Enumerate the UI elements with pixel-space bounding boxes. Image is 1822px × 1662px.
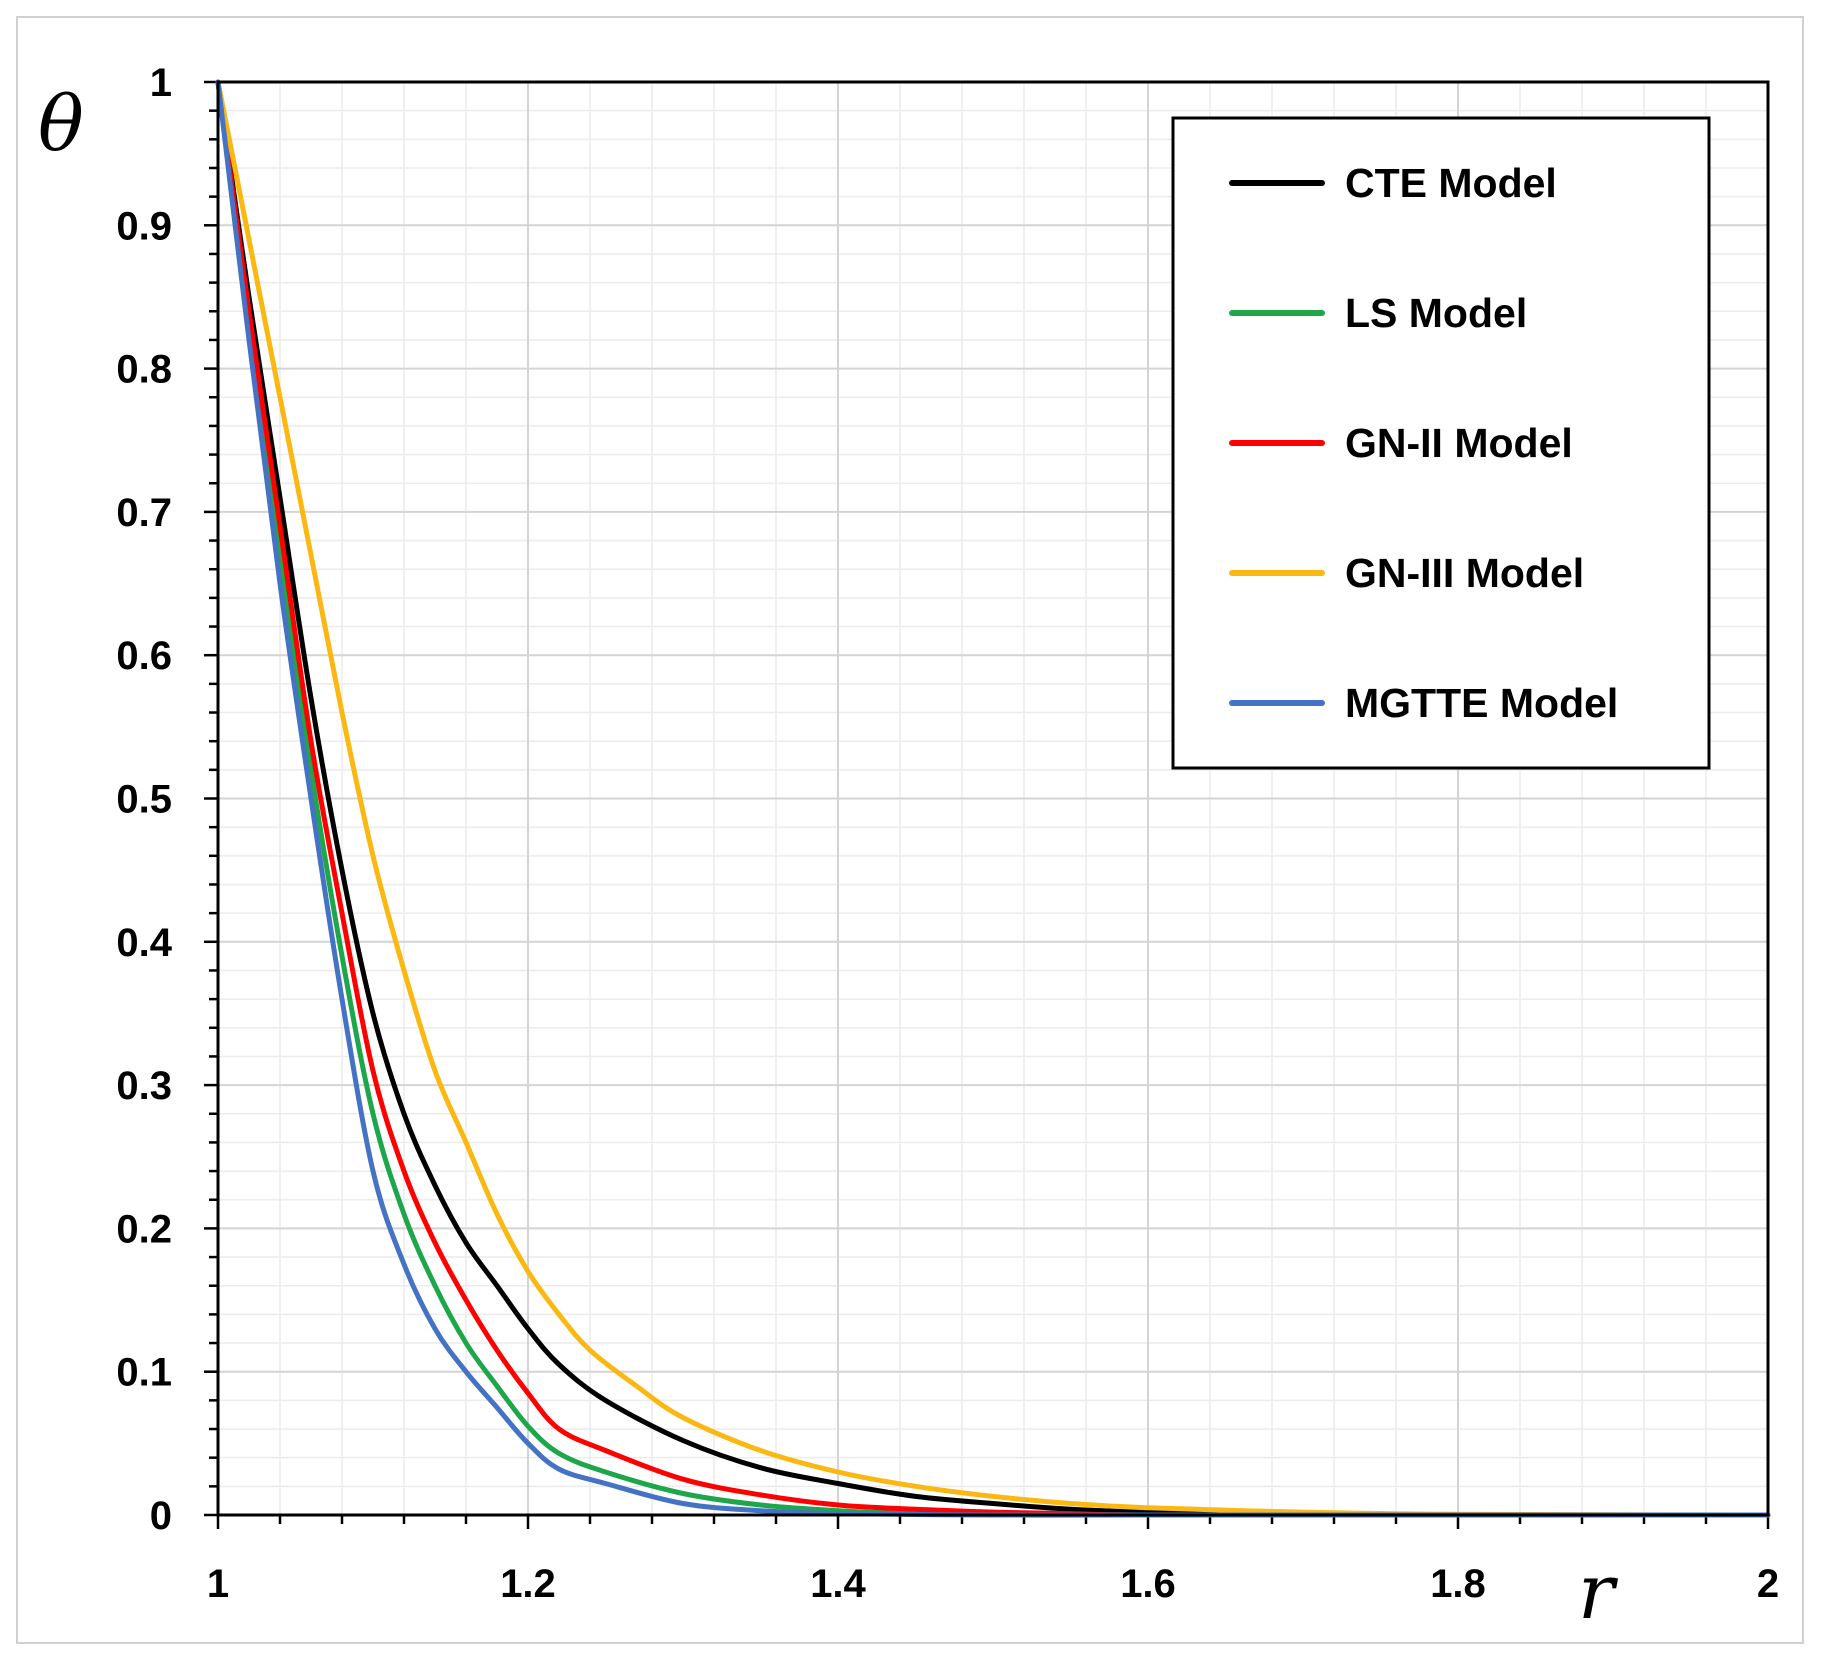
y-tick-label: 0 bbox=[150, 1494, 172, 1538]
x-axis-title: r bbox=[1578, 1547, 1619, 1636]
legend-label-ls-model: LS Model bbox=[1345, 290, 1527, 336]
y-tick-label: 0.9 bbox=[116, 204, 172, 248]
legend-label-gn-ii-model: GN-II Model bbox=[1345, 420, 1573, 466]
x-tick-labels: 1 1.2 1.4 1.6 1.8 2 bbox=[207, 1562, 1779, 1606]
x-tick-label: 1 bbox=[207, 1562, 229, 1606]
y-tick-label: 0.1 bbox=[116, 1351, 172, 1395]
plot-area-border bbox=[216, 80, 1770, 1517]
x-tick-label: 1.8 bbox=[1430, 1562, 1486, 1606]
legend: CTE Model LS Model GN-II Model GN-III Model… bbox=[1171, 116, 1711, 770]
y-axis-title: θ bbox=[38, 79, 84, 168]
y-tick-label: 0.8 bbox=[116, 348, 172, 392]
figure-frame bbox=[16, 16, 1804, 1644]
y-tick-label: 0.4 bbox=[116, 921, 172, 965]
y-tick-label: 1 bbox=[150, 61, 172, 105]
y-tick-label: 0.6 bbox=[116, 634, 172, 678]
y-tick-labels: 0 0.1 0.2 0.3 0.4 0.5 0.6 0.7 0.8 0.9 1 bbox=[116, 61, 172, 1538]
y-tick-label: 0.7 bbox=[116, 491, 172, 535]
legend-label-mgtte-model: MGTTE Model bbox=[1345, 680, 1618, 726]
y-tick-label: 0.3 bbox=[116, 1064, 172, 1108]
x-tick-label: 1.4 bbox=[810, 1562, 866, 1606]
y-tick-label: 0.5 bbox=[116, 778, 172, 822]
series-line-cte-model bbox=[215, 79, 1771, 1518]
y-tick-label: 0.2 bbox=[116, 1207, 172, 1251]
series-line-gn-iii-model bbox=[215, 79, 1771, 1518]
x-tick-label: 2 bbox=[1757, 1562, 1779, 1606]
x-tick-label: 1.2 bbox=[500, 1562, 556, 1606]
legend-label-cte-model: CTE Model bbox=[1345, 160, 1557, 206]
legend-label-gn-iii-model: GN-III Model bbox=[1345, 550, 1584, 596]
x-tick-label: 1.6 bbox=[1120, 1562, 1176, 1606]
